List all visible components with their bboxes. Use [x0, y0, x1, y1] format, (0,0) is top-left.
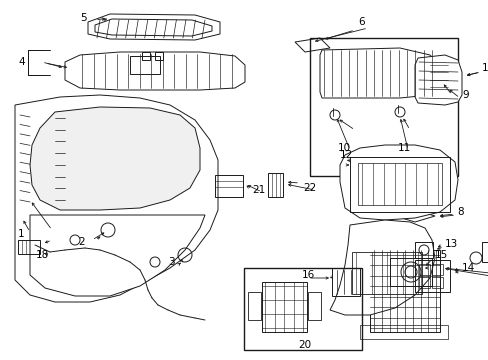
Bar [18, 240, 40, 254]
Bar [357, 163, 441, 205]
Polygon shape [30, 215, 204, 296]
Text: 10: 10 [337, 143, 350, 153]
Bar [429, 62, 447, 90]
Polygon shape [414, 55, 461, 105]
Polygon shape [88, 14, 220, 40]
Text: 15: 15 [434, 250, 447, 260]
Bar [307, 292, 320, 320]
Bar [414, 260, 449, 292]
Text: 18: 18 [36, 250, 49, 260]
Bar [389, 258, 431, 286]
Text: 16: 16 [302, 270, 315, 280]
Text: 11: 11 [397, 143, 410, 153]
Bar [130, 56, 160, 74]
Bar [418, 264, 429, 275]
Polygon shape [65, 52, 244, 90]
Text: 12: 12 [339, 150, 352, 160]
Bar [414, 242, 432, 258]
Polygon shape [30, 107, 200, 210]
Bar [359, 325, 447, 339]
Text: 1: 1 [18, 229, 24, 239]
Bar [244, 268, 361, 350]
Polygon shape [339, 145, 457, 220]
Bar [247, 292, 261, 320]
Bar [215, 175, 243, 197]
Polygon shape [329, 220, 434, 315]
Bar [431, 277, 442, 288]
Text: 21: 21 [251, 185, 264, 195]
Text: 3: 3 [168, 257, 174, 267]
Bar [481, 242, 488, 262]
Bar [309, 38, 457, 176]
Text: 9: 9 [461, 90, 468, 100]
Text: 4: 4 [18, 57, 24, 67]
Text: 20: 20 [297, 340, 310, 350]
Bar [155, 52, 163, 60]
Text: 8: 8 [456, 207, 463, 217]
Bar [262, 282, 306, 332]
Bar [431, 264, 442, 275]
Bar [418, 277, 429, 288]
Bar [369, 250, 439, 332]
Bar [351, 252, 421, 294]
Polygon shape [15, 95, 218, 302]
Text: 2: 2 [78, 237, 84, 247]
Text: 22: 22 [303, 183, 316, 193]
Polygon shape [394, 210, 434, 222]
Text: 17: 17 [481, 63, 488, 73]
Text: 13: 13 [444, 239, 457, 249]
Bar [331, 268, 359, 296]
Bar [142, 52, 150, 60]
Text: 5: 5 [80, 13, 86, 23]
Text: 14: 14 [461, 263, 474, 273]
Bar [267, 173, 283, 197]
Bar [349, 157, 449, 212]
Text: 6: 6 [357, 17, 364, 27]
Polygon shape [294, 38, 329, 52]
Polygon shape [319, 48, 439, 98]
